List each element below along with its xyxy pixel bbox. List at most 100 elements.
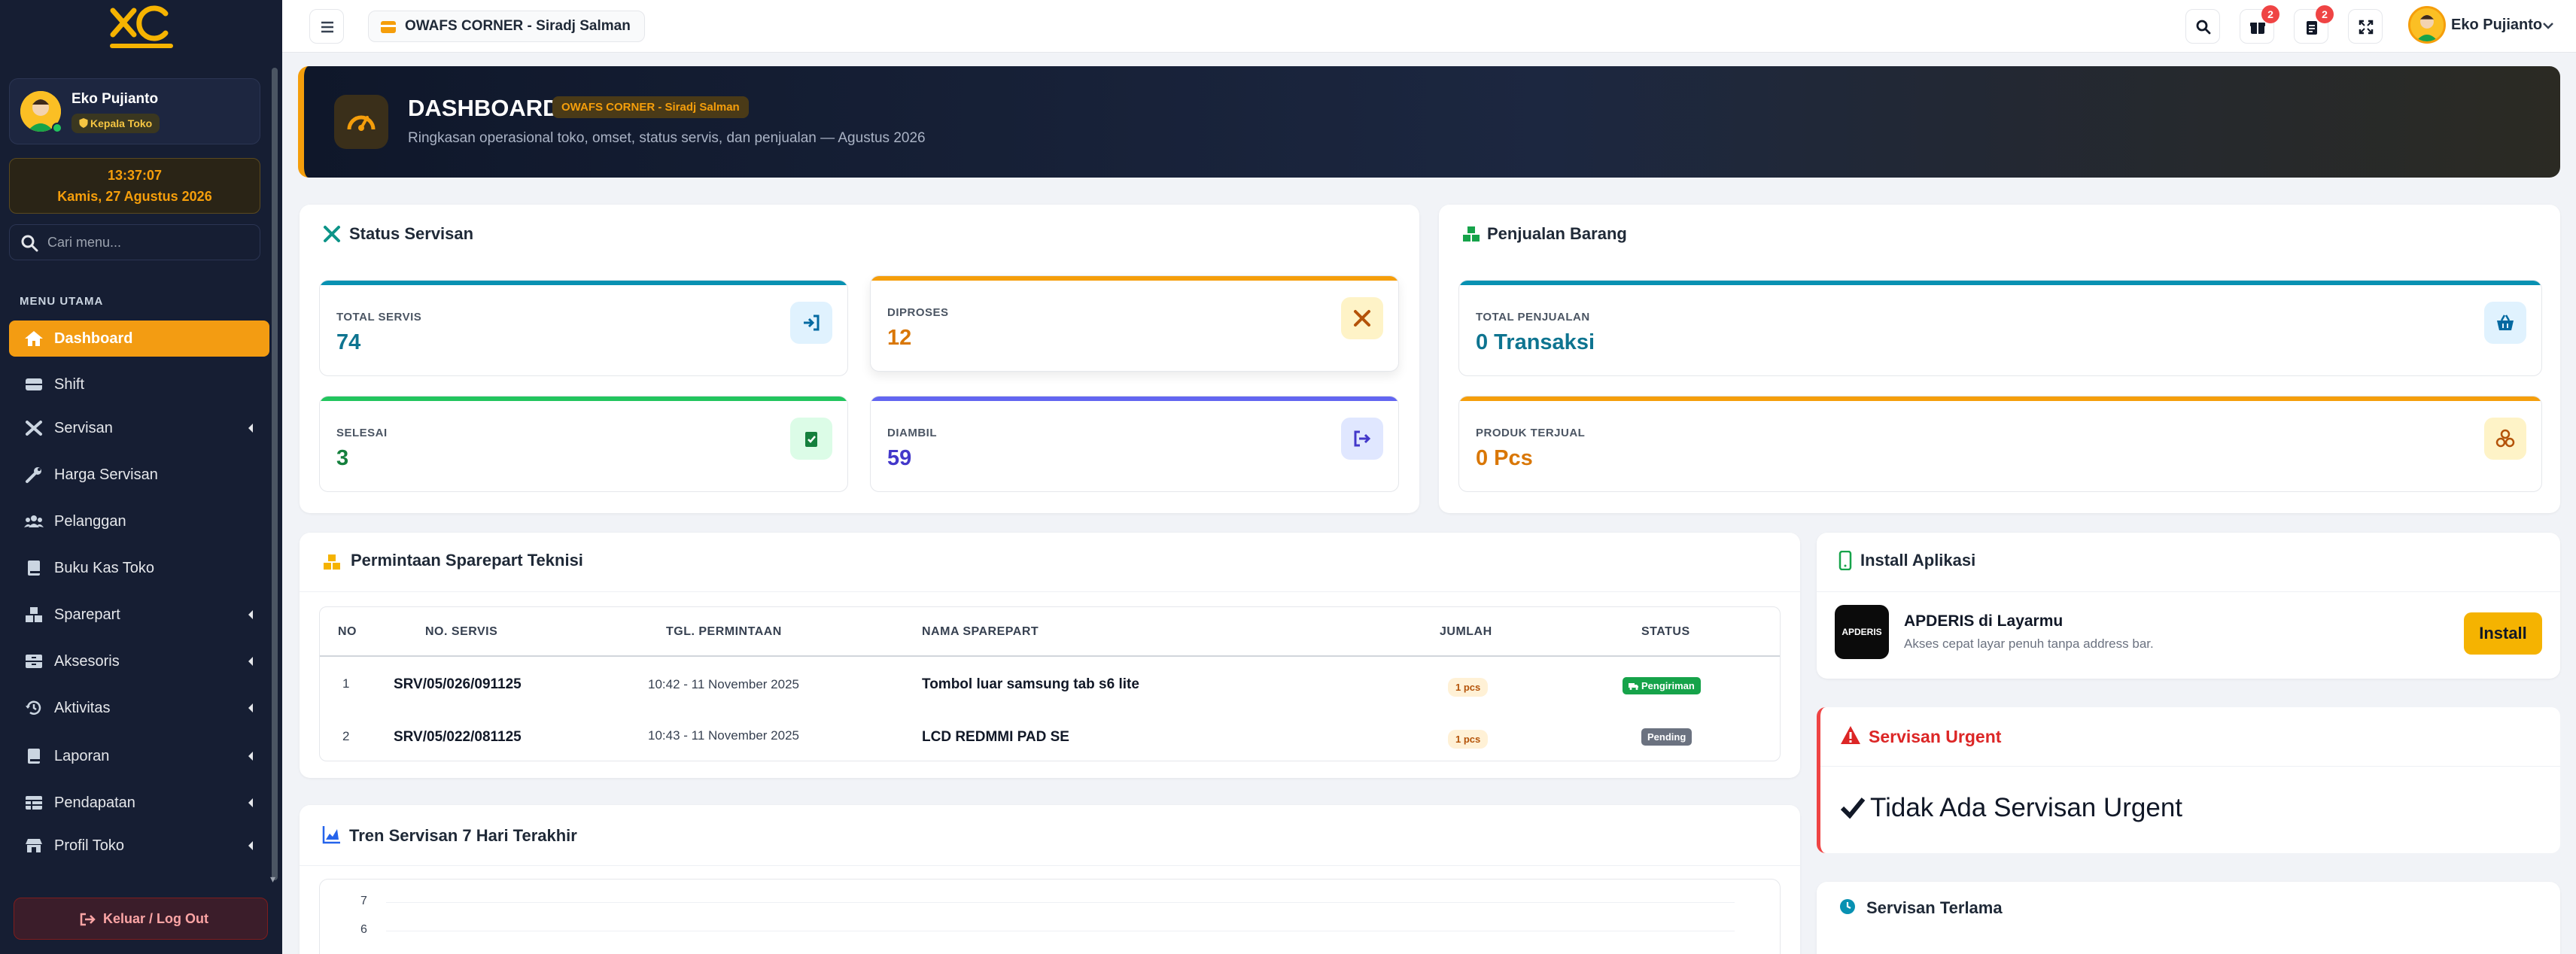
sidebar-item-pendapatan[interactable]: Pendapatan <box>9 785 269 821</box>
status-badge: Pending <box>1641 728 1692 746</box>
stat-accent-bar <box>320 396 847 401</box>
store-icon <box>26 839 42 852</box>
stat-diambil[interactable]: DIAMBIL 59 <box>870 396 1399 492</box>
avatar <box>20 91 61 132</box>
avatar[interactable] <box>2408 6 2446 44</box>
stat-value: 12 <box>887 326 912 350</box>
menu-toggle-button[interactable] <box>309 9 344 44</box>
sidebar-item-label: Aksesoris <box>54 653 120 670</box>
sidebar-item-harga-servisan[interactable]: Harga Servisan <box>9 457 269 493</box>
notification-badge: 2 <box>2316 5 2334 23</box>
cell-no-servis[interactable]: SRV/05/026/091125 <box>394 676 522 692</box>
stat-total-penjualan[interactable]: TOTAL PENJUALAN 0 Transaksi <box>1458 280 2542 376</box>
notification-badge: 2 <box>2261 5 2279 23</box>
cell-nama: Tombol luar samsung tab s6 lite <box>922 676 1139 692</box>
boxes-icon <box>26 607 42 622</box>
column-header: NAMA SPAREPART <box>922 625 1039 638</box>
stat-value: 3 <box>336 446 349 470</box>
sidebar-item-pelanggan[interactable]: Pelanggan <box>9 503 269 539</box>
install-aplikasi-card: Install Aplikasi APDERIS APDERIS di Laya… <box>1817 533 2560 679</box>
scroll-down-icon[interactable]: ▾ <box>270 873 276 885</box>
chevron-left-icon <box>248 657 253 666</box>
topbar: OWAFS CORNER - Siradj Salman 2 2 Eko Puj… <box>282 0 2576 53</box>
stat-diproses[interactable]: DIPROSES 12 <box>870 275 1399 372</box>
sparepart-table: NO NO. SERVIS TGL. PERMINTAAN NAMA SPARE… <box>319 606 1781 761</box>
fullscreen-button[interactable] <box>2348 9 2383 44</box>
sidebar-item-aktivitas[interactable]: Aktivitas <box>9 690 269 726</box>
logout-label: Keluar / Log Out <box>103 911 209 926</box>
task-notifications-button[interactable]: 2 <box>2294 5 2334 44</box>
sidebar-item-dashboard[interactable]: Dashboard <box>9 321 269 357</box>
sidebar-item-profil-toko[interactable]: Profil Toko <box>9 828 269 864</box>
sidebar-item-aksesoris[interactable]: Aksesoris <box>9 643 269 679</box>
menu-search-input[interactable]: Cari menu... <box>9 224 260 260</box>
stat-icon-box <box>790 302 832 344</box>
report-icon <box>28 749 40 764</box>
stat-selesai[interactable]: SELESAI 3 <box>319 396 848 492</box>
card-title: Tren Servisan 7 Hari Terakhir <box>349 826 577 845</box>
stat-value: 74 <box>336 330 361 354</box>
store-icon <box>381 21 396 33</box>
chevron-left-icon <box>248 798 253 807</box>
app-icon: APDERIS <box>1835 605 1889 659</box>
card-title: Servisan Urgent <box>1869 727 2002 746</box>
app-name: APDERIS di Layarmu <box>1904 612 2064 630</box>
stat-icon-box <box>1341 297 1383 339</box>
warning-icon <box>1841 726 1860 744</box>
stat-produk-terjual[interactable]: PRODUK TERJUAL 0 Pcs <box>1458 396 2542 492</box>
search-button[interactable] <box>2185 9 2220 44</box>
sidebar-item-buku-kas[interactable]: Buku Kas Toko <box>9 550 269 586</box>
sidebar-item-shift[interactable]: Shift <box>9 366 269 403</box>
mobile-icon <box>1838 551 1852 570</box>
area-chart-icon <box>322 826 340 844</box>
y-tick-label: 7 <box>360 895 367 907</box>
store-selector[interactable]: OWAFS CORNER - Siradj Salman <box>368 11 645 42</box>
sidebar-item-servisan[interactable]: Servisan <box>9 410 269 446</box>
stat-value: 0 Transaksi <box>1476 330 1595 354</box>
table-header: NO NO. SERVIS TGL. PERMINTAAN NAMA SPARE… <box>320 607 1780 657</box>
sidebar-user-card[interactable]: Eko Pujianto Kepala Toko <box>9 78 260 144</box>
stat-total-servis[interactable]: TOTAL SERVIS 74 <box>319 280 848 376</box>
tools-icon <box>324 226 340 242</box>
drawer-icon <box>26 655 42 668</box>
sidebar-item-sparepart[interactable]: Sparepart <box>9 597 269 633</box>
gift-icon <box>2250 23 2265 34</box>
sidebar-item-laporan[interactable]: Laporan <box>9 738 269 774</box>
table-icon <box>26 796 42 810</box>
stat-value: 0 Pcs <box>1476 446 1533 470</box>
logout-button[interactable]: Keluar / Log Out <box>14 898 268 940</box>
stat-accent-bar <box>1459 281 2541 285</box>
install-button[interactable]: Install <box>2464 612 2542 655</box>
user-menu-name[interactable]: Eko Pujianto <box>2451 17 2543 33</box>
stat-value: 59 <box>887 446 912 470</box>
card-title: Servisan Terlama <box>1866 898 2003 917</box>
stat-icon-box <box>790 418 832 460</box>
chevron-down-icon[interactable] <box>2542 20 2554 31</box>
store-name: OWAFS CORNER - Siradj Salman <box>405 18 631 34</box>
gift-notifications-button[interactable]: 2 <box>2240 5 2279 44</box>
table-row[interactable]: 2 SRV/05/022/081125 10:43 - 11 November … <box>320 709 1780 761</box>
permintaan-sparepart-card: Permintaan Sparepart Teknisi NO NO. SERV… <box>300 533 1800 778</box>
menu-search-placeholder: Cari menu... <box>47 235 122 250</box>
sidebar-item-label: Pendapatan <box>54 794 135 811</box>
card-title: Status Servisan <box>349 224 474 243</box>
column-header: STATUS <box>1641 625 1690 638</box>
history-icon <box>26 700 41 715</box>
stat-icon-box <box>2484 302 2526 344</box>
urgent-empty-state: Tidak Ada Servisan Urgent <box>1840 793 2182 823</box>
sidebar-scrollbar[interactable] <box>272 68 278 880</box>
status-servisan-card: Status Servisan TOTAL SERVIS 74 DIPROSES… <box>300 205 1419 513</box>
truck-icon <box>1629 683 1638 690</box>
stat-icon-box <box>2484 418 2526 460</box>
sign-out-icon <box>80 913 96 926</box>
hamburger-icon <box>321 21 333 33</box>
table-row[interactable]: 1 SRV/05/026/091125 10:42 - 11 November … <box>320 658 1780 709</box>
sidebar-item-label: Profil Toko <box>54 837 125 854</box>
cell-no-servis[interactable]: SRV/05/022/081125 <box>394 729 522 745</box>
clock-date: Kamis, 27 Agustus 2026 <box>57 189 212 204</box>
app-logo[interactable] <box>105 5 178 54</box>
tools-icon <box>1354 310 1370 327</box>
sidebar-item-label: Servisan <box>54 420 113 436</box>
sidebar-item-label: Shift <box>54 376 85 393</box>
page-subtitle: Ringkasan operasional toko, omset, statu… <box>408 130 926 146</box>
